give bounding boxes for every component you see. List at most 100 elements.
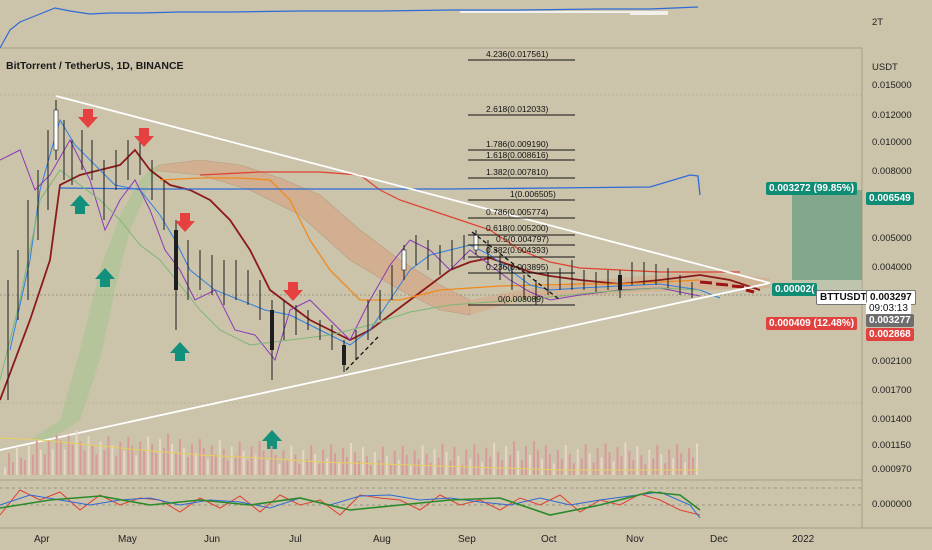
volume-bar — [373, 451, 376, 475]
volume-bar — [238, 441, 241, 475]
volume-bar — [357, 461, 360, 475]
price-axis-labels: 0.015000 0.012000 0.010000 0.008000 0.00… — [872, 80, 912, 475]
fib-label: 0.236(0.003895) — [486, 262, 549, 272]
ref-price-tag: 0.003277 — [866, 314, 914, 327]
candle-bodies — [53, 109, 622, 365]
volume-bar — [206, 459, 209, 475]
volume-bar — [91, 445, 94, 475]
volume-bar — [4, 467, 6, 475]
volume-bar — [532, 440, 535, 475]
top-pane — [0, 0, 862, 48]
volume-bar — [584, 444, 587, 475]
volume-bar — [222, 449, 225, 475]
stop-price-tag: 0.002868 — [866, 328, 914, 341]
volume-bar — [11, 462, 14, 475]
volume-bar — [517, 450, 520, 475]
up-arrow-icon — [70, 195, 90, 214]
currency-label: USDT — [872, 62, 898, 73]
x-tick-label: Aug — [373, 534, 391, 545]
volume-bar — [692, 457, 695, 475]
volume-bar — [43, 454, 46, 475]
volume-bar — [51, 449, 54, 475]
volume-bar — [397, 459, 400, 475]
volume-bar — [596, 448, 599, 475]
volume-bar — [15, 448, 18, 475]
down-arrow-icon — [78, 109, 98, 128]
x-tick-label: 2022 — [792, 534, 815, 545]
volume-bar — [540, 459, 543, 475]
volume-bar — [178, 439, 181, 475]
volume-bar — [632, 460, 635, 475]
volume-bar — [429, 462, 432, 475]
volume-bar — [421, 445, 424, 475]
x-tick-label: Apr — [34, 534, 50, 545]
volume-bar — [190, 444, 193, 475]
volume-bar — [7, 453, 10, 475]
volume-bar — [536, 450, 539, 475]
volume-bar — [186, 457, 189, 475]
volume-bar — [119, 441, 122, 475]
volume-bar — [664, 463, 667, 475]
volume-bar — [31, 454, 34, 475]
volume-bar — [604, 443, 607, 475]
volume-bar — [560, 458, 563, 475]
volume-bar — [286, 459, 289, 475]
volume-bar — [202, 448, 205, 475]
volume-bar — [171, 444, 174, 475]
x-tick-label: Dec — [710, 534, 728, 545]
volume-bar — [71, 444, 74, 475]
svg-text:0.015000: 0.015000 — [872, 80, 912, 91]
volume-bar — [159, 438, 162, 475]
volume-bar — [648, 449, 651, 475]
volume-bar — [620, 456, 623, 475]
volume-bar — [135, 455, 138, 475]
down-arrow-icon — [283, 282, 303, 301]
volume-bar — [218, 440, 221, 475]
volume-bar — [588, 453, 591, 475]
volume-bar — [338, 461, 341, 475]
svg-text:0.001150: 0.001150 — [872, 440, 911, 451]
volume-bar — [262, 450, 265, 475]
volume-bar — [282, 450, 285, 475]
volume-bar — [636, 446, 639, 475]
fib-label: 1.382(0.007810) — [486, 167, 549, 177]
volume-bar — [175, 453, 178, 475]
volume-bar — [342, 447, 345, 475]
volume-bar — [79, 441, 82, 475]
volume-bar — [688, 448, 691, 475]
countdown-tag: 09:03:13 — [866, 302, 911, 315]
volume-bar — [513, 441, 516, 475]
volume-bar — [485, 447, 488, 475]
volume-bar — [306, 459, 309, 475]
chart-title: BitTorrent / TetherUS, 1D, BINANCE — [6, 60, 184, 72]
volume-bar — [274, 454, 277, 475]
volume-bar — [147, 436, 150, 475]
volume-axis-label: 2T — [872, 17, 883, 28]
volume-bar — [493, 442, 496, 475]
volume-bar — [377, 460, 380, 475]
volume-bar — [369, 465, 372, 475]
volume-bar — [326, 458, 329, 475]
volume-bar — [47, 440, 50, 475]
volume-bar — [525, 445, 528, 475]
volume-bar — [521, 459, 524, 475]
svg-text:0.004000: 0.004000 — [872, 262, 912, 273]
volume-bar — [127, 436, 130, 475]
volume-bar — [385, 455, 388, 475]
svg-text:0.000970: 0.000970 — [872, 464, 912, 475]
volume-bar — [461, 464, 464, 475]
dashed-projection — [345, 336, 379, 371]
volume-bar — [350, 442, 353, 475]
volume-bar — [389, 464, 392, 475]
ma-purple — [0, 138, 701, 362]
volume-bar — [612, 461, 615, 475]
volume-bar — [552, 463, 555, 475]
volume-bar — [600, 457, 603, 475]
volume-bar — [696, 443, 699, 475]
up-arrow-icon — [262, 430, 282, 449]
volume-bar — [449, 460, 452, 475]
volume-bar — [656, 444, 659, 475]
volume-bar — [652, 458, 655, 475]
